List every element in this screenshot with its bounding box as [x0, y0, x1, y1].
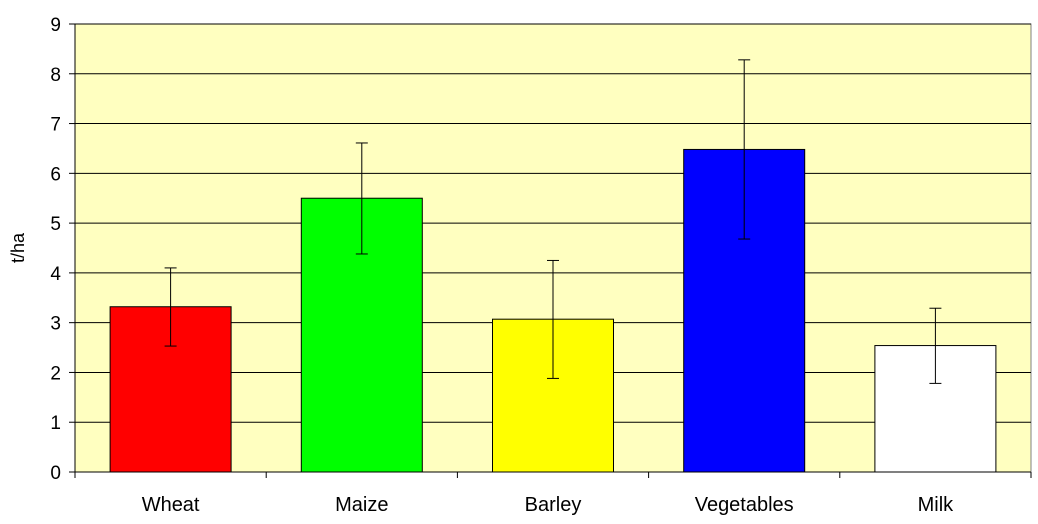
y-tick-label: 1: [50, 413, 61, 434]
y-axis-title: t/ha: [8, 232, 28, 263]
x-category-label: Vegetables: [695, 494, 794, 516]
axes: [74, 24, 1031, 473]
y-tick-label: 2: [50, 363, 61, 384]
error-bars: [164, 59, 942, 384]
y-tick-label: 4: [50, 264, 61, 285]
y-tick-label: 9: [50, 15, 61, 36]
y-tick-label: 0: [50, 463, 61, 484]
x-category-label: Wheat: [142, 494, 200, 516]
x-category-label: Milk: [918, 494, 955, 516]
error-bar-maize: [355, 142, 368, 255]
y-axis-ticks: 0 1 2 3 4 5 6 7 8 9: [50, 15, 75, 484]
error-bar-vegetables: [738, 59, 751, 240]
error-bar-wheat: [164, 267, 177, 347]
error-bar-barley: [547, 259, 559, 379]
gridlines: [75, 23, 1031, 423]
y-tick-label: 8: [50, 65, 61, 86]
x-category-label: Barley: [525, 494, 582, 516]
error-bar-milk: [929, 307, 942, 384]
y-tick-label: 6: [50, 164, 61, 185]
x-category-label: Maize: [335, 494, 388, 516]
y-tick-label: 3: [50, 314, 61, 335]
y-tick-label: 7: [50, 115, 61, 136]
y-tick-label: 5: [50, 214, 61, 235]
bars: [109, 148, 997, 473]
x-axis-ticks: Wheat Maize Barley Vegetables Milk: [74, 472, 1032, 516]
